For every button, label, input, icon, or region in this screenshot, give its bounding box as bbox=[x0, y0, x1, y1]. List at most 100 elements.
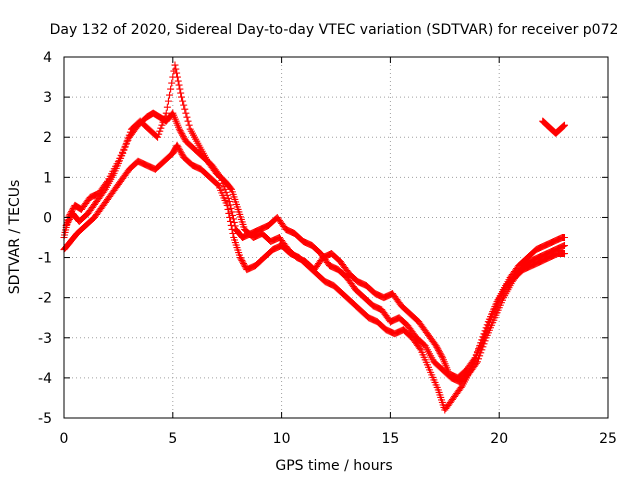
data-point bbox=[183, 113, 191, 121]
data-point bbox=[176, 85, 184, 93]
data-point bbox=[436, 349, 444, 357]
data-point bbox=[166, 91, 174, 99]
x-axis-title: GPS time / hours bbox=[275, 458, 392, 474]
chart-title: Day 132 of 2020, Sidereal Day-to-day VTE… bbox=[50, 22, 619, 38]
data-point bbox=[488, 313, 496, 321]
data-point bbox=[227, 184, 235, 192]
data-point bbox=[178, 130, 186, 138]
data-point bbox=[178, 93, 186, 101]
data-point bbox=[173, 73, 181, 81]
data-point bbox=[470, 355, 478, 363]
data-point bbox=[435, 348, 443, 356]
data-point bbox=[162, 109, 170, 117]
data-point bbox=[160, 115, 168, 123]
data-point bbox=[155, 130, 163, 138]
data-series bbox=[62, 61, 568, 382]
data-point bbox=[123, 137, 131, 145]
data-point bbox=[481, 331, 489, 339]
x-tick-label: 5 bbox=[168, 431, 177, 447]
data-point bbox=[184, 117, 192, 125]
data-point bbox=[177, 89, 185, 97]
data-point bbox=[176, 127, 184, 135]
data-point bbox=[176, 146, 184, 154]
y-tick-label: -1 bbox=[38, 251, 52, 267]
x-tick-label: 10 bbox=[273, 431, 291, 447]
data-point bbox=[185, 121, 193, 129]
data-point bbox=[65, 217, 73, 225]
x-tick-label: 25 bbox=[599, 431, 617, 447]
data-point bbox=[230, 218, 238, 226]
data-point bbox=[482, 328, 490, 336]
data-point bbox=[124, 134, 132, 142]
y-tick-label: -3 bbox=[38, 331, 52, 347]
data-point bbox=[560, 250, 568, 258]
data-point bbox=[174, 77, 182, 85]
data-point bbox=[560, 234, 568, 241]
data-point bbox=[126, 128, 134, 136]
data-point bbox=[180, 134, 188, 142]
data-point bbox=[173, 69, 181, 77]
data-point bbox=[560, 121, 568, 129]
data-point bbox=[416, 344, 424, 352]
x-tick-labels: 0 5 10 15 20 25 bbox=[60, 431, 617, 447]
data-point bbox=[228, 208, 236, 216]
grid-layer bbox=[64, 57, 608, 418]
data-point bbox=[174, 143, 182, 151]
y-tick-label: 0 bbox=[43, 210, 52, 226]
data-point bbox=[239, 258, 247, 266]
data-point bbox=[63, 220, 71, 228]
data-point bbox=[125, 131, 133, 139]
data-point bbox=[228, 225, 236, 233]
data-point bbox=[438, 352, 446, 360]
y-tick-label: -2 bbox=[38, 291, 52, 307]
data-point bbox=[227, 204, 235, 212]
data-point bbox=[119, 149, 127, 157]
data-point bbox=[181, 105, 189, 113]
plot-frame bbox=[63, 56, 609, 419]
data-point bbox=[432, 342, 440, 350]
data-point bbox=[120, 146, 128, 154]
x-tick-label: 0 bbox=[60, 431, 69, 447]
data-point bbox=[176, 147, 184, 155]
data-point bbox=[238, 257, 246, 265]
data-point bbox=[486, 316, 494, 324]
data-point bbox=[175, 81, 183, 89]
data-point bbox=[122, 140, 130, 148]
data-point bbox=[480, 334, 488, 342]
data-point bbox=[435, 346, 443, 354]
data-series bbox=[60, 141, 568, 414]
data-point bbox=[159, 118, 167, 126]
data-series bbox=[60, 109, 568, 386]
data-point bbox=[457, 383, 465, 391]
data-point bbox=[157, 124, 165, 132]
data-point bbox=[236, 254, 244, 262]
y-axis-title: SDTVAR / TECUs bbox=[7, 180, 23, 295]
x-tick-label: 20 bbox=[490, 431, 508, 447]
data-point bbox=[179, 133, 187, 141]
data-point bbox=[560, 242, 568, 250]
data-point bbox=[237, 255, 245, 263]
data-point bbox=[433, 343, 441, 351]
data-series bbox=[539, 117, 568, 137]
data-point bbox=[167, 85, 175, 93]
y-tick-label: 2 bbox=[43, 130, 52, 146]
data-point bbox=[156, 127, 164, 135]
data-point bbox=[213, 180, 221, 188]
data-point bbox=[154, 133, 162, 141]
y-tick-label: 3 bbox=[43, 90, 52, 106]
data-point bbox=[182, 109, 190, 117]
data-point bbox=[164, 97, 172, 105]
data-point bbox=[179, 97, 187, 105]
data-point bbox=[175, 144, 183, 152]
data-point bbox=[485, 319, 493, 327]
data-point bbox=[177, 149, 185, 157]
data-point bbox=[175, 125, 183, 133]
data-point bbox=[173, 141, 181, 149]
data-point bbox=[226, 213, 234, 221]
y-tick-label: 4 bbox=[43, 50, 52, 66]
data-point bbox=[227, 221, 235, 229]
data-point bbox=[225, 209, 233, 217]
y-tick-label: 1 bbox=[43, 170, 52, 186]
data-point bbox=[100, 187, 108, 195]
